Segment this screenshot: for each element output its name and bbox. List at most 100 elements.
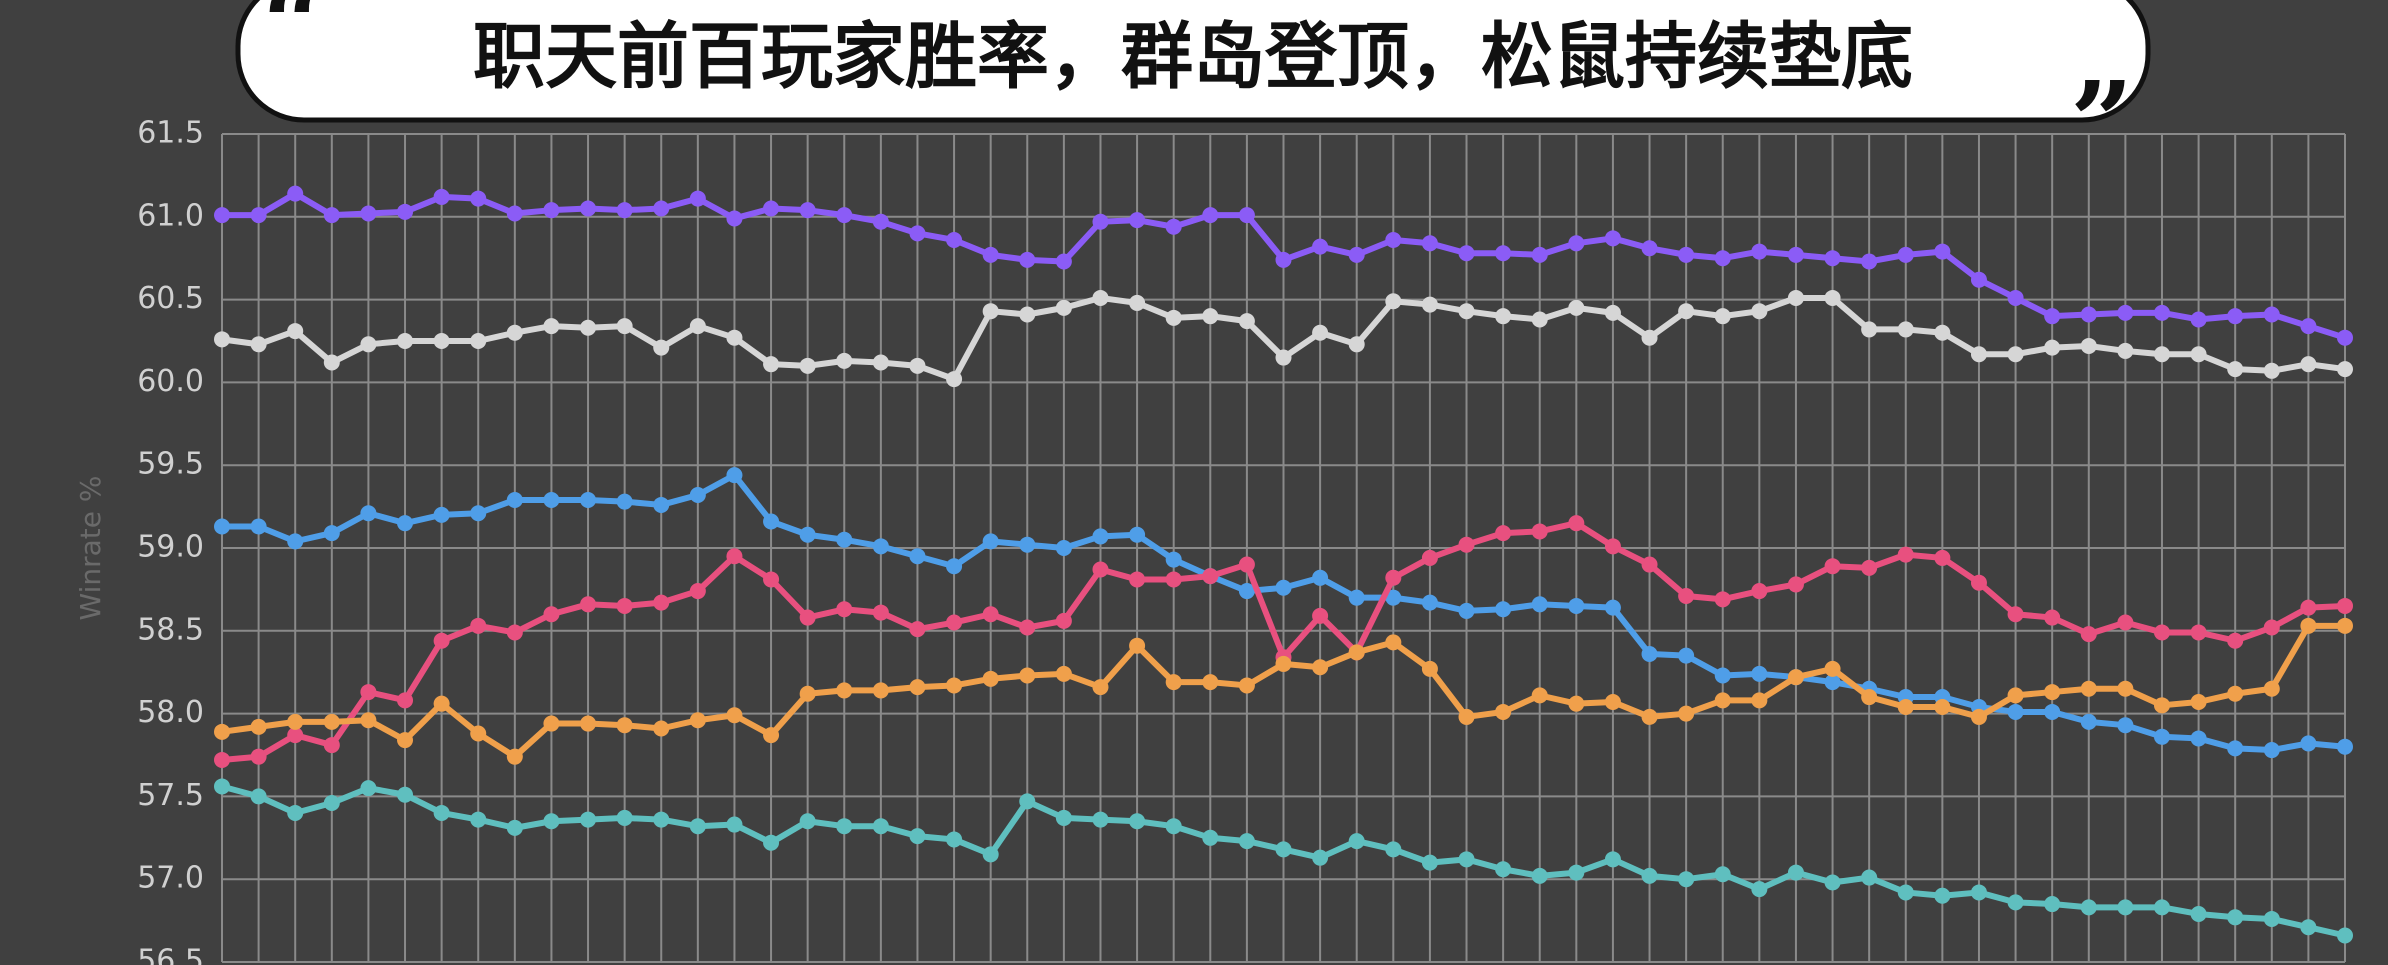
data-point	[433, 506, 450, 523]
data-point	[2080, 626, 2097, 643]
data-point	[836, 682, 853, 699]
data-point	[763, 200, 780, 217]
data-point	[2080, 713, 2097, 730]
data-point	[470, 811, 487, 828]
data-point	[1787, 246, 1804, 263]
data-point	[1312, 659, 1329, 676]
data-point	[1275, 349, 1292, 366]
data-point	[2263, 362, 2280, 379]
data-point	[2044, 684, 2061, 701]
data-point	[2263, 306, 2280, 323]
data-point	[1861, 559, 1878, 576]
data-point	[397, 333, 414, 349]
data-point	[1714, 308, 1731, 325]
data-point	[1165, 818, 1182, 835]
data-point	[2337, 617, 2353, 634]
data-point	[799, 526, 816, 543]
data-point	[616, 597, 633, 614]
data-point	[653, 594, 670, 611]
data-point	[1092, 289, 1109, 306]
data-point	[397, 732, 414, 749]
data-point	[1019, 251, 1036, 268]
data-point	[909, 357, 926, 374]
data-point	[1568, 235, 1585, 252]
data-point	[543, 202, 560, 219]
data-point	[1019, 306, 1036, 323]
data-point	[1092, 528, 1109, 545]
data-point	[1055, 299, 1072, 316]
data-point	[909, 621, 926, 638]
data-point	[397, 515, 414, 532]
data-point	[360, 205, 377, 222]
data-point	[1568, 864, 1585, 881]
data-point	[1129, 294, 1146, 311]
data-point	[1568, 597, 1585, 614]
data-point	[1421, 594, 1438, 611]
data-point	[1897, 246, 1914, 263]
data-point	[2263, 680, 2280, 697]
data-point	[1421, 660, 1438, 677]
data-point	[1129, 212, 1146, 229]
data-point	[323, 737, 340, 754]
data-point	[1312, 569, 1329, 586]
data-point	[360, 712, 377, 729]
data-point	[2117, 717, 2134, 734]
data-point	[1385, 293, 1402, 310]
data-point	[1238, 833, 1255, 850]
data-point	[1275, 251, 1292, 268]
data-point	[1275, 579, 1292, 596]
data-point	[2337, 361, 2353, 378]
data-point	[1165, 674, 1182, 691]
data-point	[1421, 235, 1438, 252]
data-point	[1641, 708, 1658, 725]
data-point	[689, 190, 706, 207]
data-point	[1092, 811, 1109, 828]
data-point	[2190, 346, 2207, 363]
data-point	[323, 795, 340, 812]
data-point	[1787, 669, 1804, 686]
data-point	[689, 583, 706, 600]
data-point	[1019, 619, 1036, 636]
data-point	[616, 717, 633, 734]
data-point	[1019, 536, 1036, 553]
data-point	[1861, 689, 1878, 706]
data-point	[1934, 887, 1951, 904]
data-point	[946, 677, 963, 694]
data-point	[1348, 246, 1365, 263]
data-point	[287, 804, 304, 821]
data-point	[872, 354, 889, 371]
data-point	[2300, 919, 2317, 936]
data-point	[2153, 624, 2170, 641]
data-point	[1824, 289, 1841, 306]
data-point	[799, 685, 816, 702]
y-tick-label: 58.0	[137, 695, 204, 730]
data-point	[1934, 324, 1951, 341]
data-point	[1824, 558, 1841, 575]
data-point	[1458, 245, 1475, 262]
data-point	[1385, 841, 1402, 858]
data-point	[2007, 687, 2024, 704]
data-point	[872, 682, 889, 699]
data-point	[982, 303, 999, 320]
data-point	[580, 596, 597, 613]
y-tick-label: 61.0	[137, 198, 204, 233]
data-point	[1458, 851, 1475, 868]
data-point	[214, 207, 230, 224]
data-point	[506, 491, 523, 508]
plot-area: 56.5 57.0 57.5 58.0 58.5 59.0 59.5 60.0 60.5 61.0…	[137, 116, 2353, 965]
data-point	[1970, 884, 1987, 901]
data-point	[1714, 692, 1731, 709]
data-point	[1385, 569, 1402, 586]
data-point	[1678, 647, 1695, 664]
data-point	[1129, 813, 1146, 830]
data-point	[1385, 231, 1402, 248]
data-point	[1019, 667, 1036, 684]
data-point	[2300, 735, 2317, 752]
data-point	[763, 356, 780, 373]
data-point	[1751, 692, 1768, 709]
data-point	[1055, 253, 1072, 270]
data-point	[1421, 296, 1438, 313]
data-point	[543, 606, 560, 623]
data-point	[909, 548, 926, 565]
